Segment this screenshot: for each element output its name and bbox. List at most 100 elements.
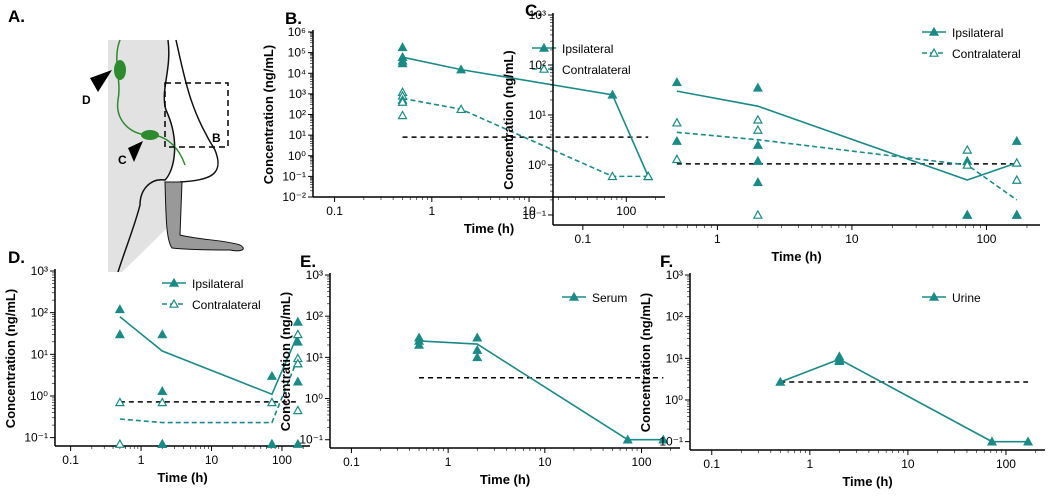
legend-label: Ipsilateral <box>952 26 1003 40</box>
y-axis-label: Concentration (ng/mL) <box>3 289 18 428</box>
y-tick-label: 10⁻¹ <box>522 208 546 222</box>
y-tick-label: 10³ <box>529 8 546 22</box>
y-tick-label: 10¹ <box>529 108 546 122</box>
y-tick-label: 10³ <box>306 268 323 282</box>
data-point <box>1023 436 1034 446</box>
data-point <box>834 356 845 366</box>
x-tick-label: 0.1 <box>575 232 592 246</box>
legend-label: Contralateral <box>192 298 261 312</box>
x-tick-label: 0.1 <box>326 204 343 218</box>
data-point <box>658 434 669 444</box>
y-tick-label: 10⁻¹ <box>299 433 323 447</box>
x-tick-label: 100 <box>996 457 1016 471</box>
x-tick-label: 100 <box>976 232 996 246</box>
legend-label: Urine <box>952 291 981 305</box>
y-tick-label: 10⁴ <box>287 66 306 80</box>
data-point <box>671 77 682 87</box>
legend-marker <box>928 26 940 36</box>
data-point <box>775 376 786 386</box>
data-point <box>292 376 303 386</box>
legend-marker <box>928 47 940 57</box>
mean-line <box>676 131 1018 201</box>
data-point <box>114 438 125 448</box>
data-point <box>292 316 303 326</box>
legend-marker <box>168 277 180 287</box>
x-tick-label: 0.1 <box>62 453 79 467</box>
nose-cavity <box>108 40 175 272</box>
y-tick-label: 10² <box>306 309 323 323</box>
data-point <box>266 397 277 407</box>
y-tick-label: 10¹ <box>289 128 306 142</box>
y-axis-label: Concentration (ng/mL) <box>261 45 276 184</box>
x-tick-label: 0.1 <box>703 457 720 471</box>
inset-box <box>164 82 229 148</box>
mean-line <box>402 97 649 178</box>
x-tick-label: 1 <box>714 232 721 246</box>
data-point <box>752 209 763 219</box>
legend-label: Contralateral <box>952 47 1021 61</box>
data-point <box>962 159 973 169</box>
data-point <box>752 114 763 124</box>
x-tick-label: 10 <box>901 457 915 471</box>
mean-line <box>418 340 664 441</box>
x-tick-label: 1 <box>445 455 452 469</box>
panel-label: B. <box>285 9 302 28</box>
mean-line <box>119 358 299 424</box>
data-point <box>266 370 277 380</box>
data-point <box>607 171 618 181</box>
data-point <box>456 64 467 74</box>
outline <box>175 39 219 183</box>
panel: D. 10⁻¹ 10⁰ 10¹ 10² 10³ 0.1 1 10 100 Time (h) Conce… <box>3 248 310 485</box>
panel-label: D. <box>8 248 25 267</box>
data-point <box>114 397 125 407</box>
arrowhead <box>90 70 112 92</box>
y-axis-label: Concentration (ng/mL) <box>501 50 516 189</box>
ganglion <box>114 60 126 80</box>
legend-marker <box>538 63 550 73</box>
data-point <box>1011 135 1022 145</box>
x-tick-label: 10 <box>845 232 859 246</box>
data-point <box>157 385 168 396</box>
panel: C. 10⁻¹ 10⁰ 10¹ 10² 10³ 0.1 1 10 100 Time (h) Conce… <box>501 1 1040 264</box>
legend-label: Ipsilateral <box>192 277 243 291</box>
x-tick-label: 0.1 <box>343 455 360 469</box>
data-point <box>157 329 168 339</box>
y-axis-label: Concentration (ng/mL) <box>638 293 653 432</box>
y-tick-label: 10⁰ <box>665 393 683 407</box>
data-point <box>397 96 408 106</box>
x-tick-label: 100 <box>632 455 652 469</box>
panel: F. 10⁻¹ 10⁰ 10¹ 10² 10³ 0.1 1 10 100 Time (h) Conce… <box>638 252 1045 489</box>
y-tick-label: 10⁻¹ <box>282 169 306 183</box>
x-tick-label: 10 <box>205 453 219 467</box>
x-axis-label: Time (h) <box>771 249 821 264</box>
data-point <box>472 352 483 362</box>
legend-label: Serum <box>592 291 627 305</box>
data-point <box>1011 157 1022 167</box>
data-point <box>671 117 682 127</box>
y-tick-label: 10² <box>666 310 683 324</box>
data-point <box>292 438 303 448</box>
data-point <box>671 154 682 164</box>
data-point <box>962 144 973 154</box>
data-point <box>622 434 633 444</box>
x-axis-label: Time (h) <box>464 221 514 236</box>
y-tick-label: 10² <box>289 108 306 122</box>
data-point <box>607 89 618 99</box>
paw <box>164 181 244 252</box>
x-axis-label: Time (h) <box>157 470 207 485</box>
mean-line <box>119 316 299 396</box>
x-tick-label: 1 <box>138 453 145 467</box>
data-point <box>986 436 998 446</box>
panel-label: C. <box>525 1 542 20</box>
legend-marker <box>928 291 940 301</box>
y-tick-label: 10⁰ <box>528 158 546 172</box>
y-axis-label: Concentration (ng/mL) <box>278 292 293 431</box>
x-tick-label: 100 <box>616 204 636 218</box>
panel-label: E. <box>300 252 316 271</box>
panel-label: A. <box>8 7 25 26</box>
data-point <box>292 358 303 368</box>
y-tick-label: 10² <box>31 306 48 320</box>
data-point <box>472 332 483 342</box>
legend-marker <box>538 42 550 52</box>
